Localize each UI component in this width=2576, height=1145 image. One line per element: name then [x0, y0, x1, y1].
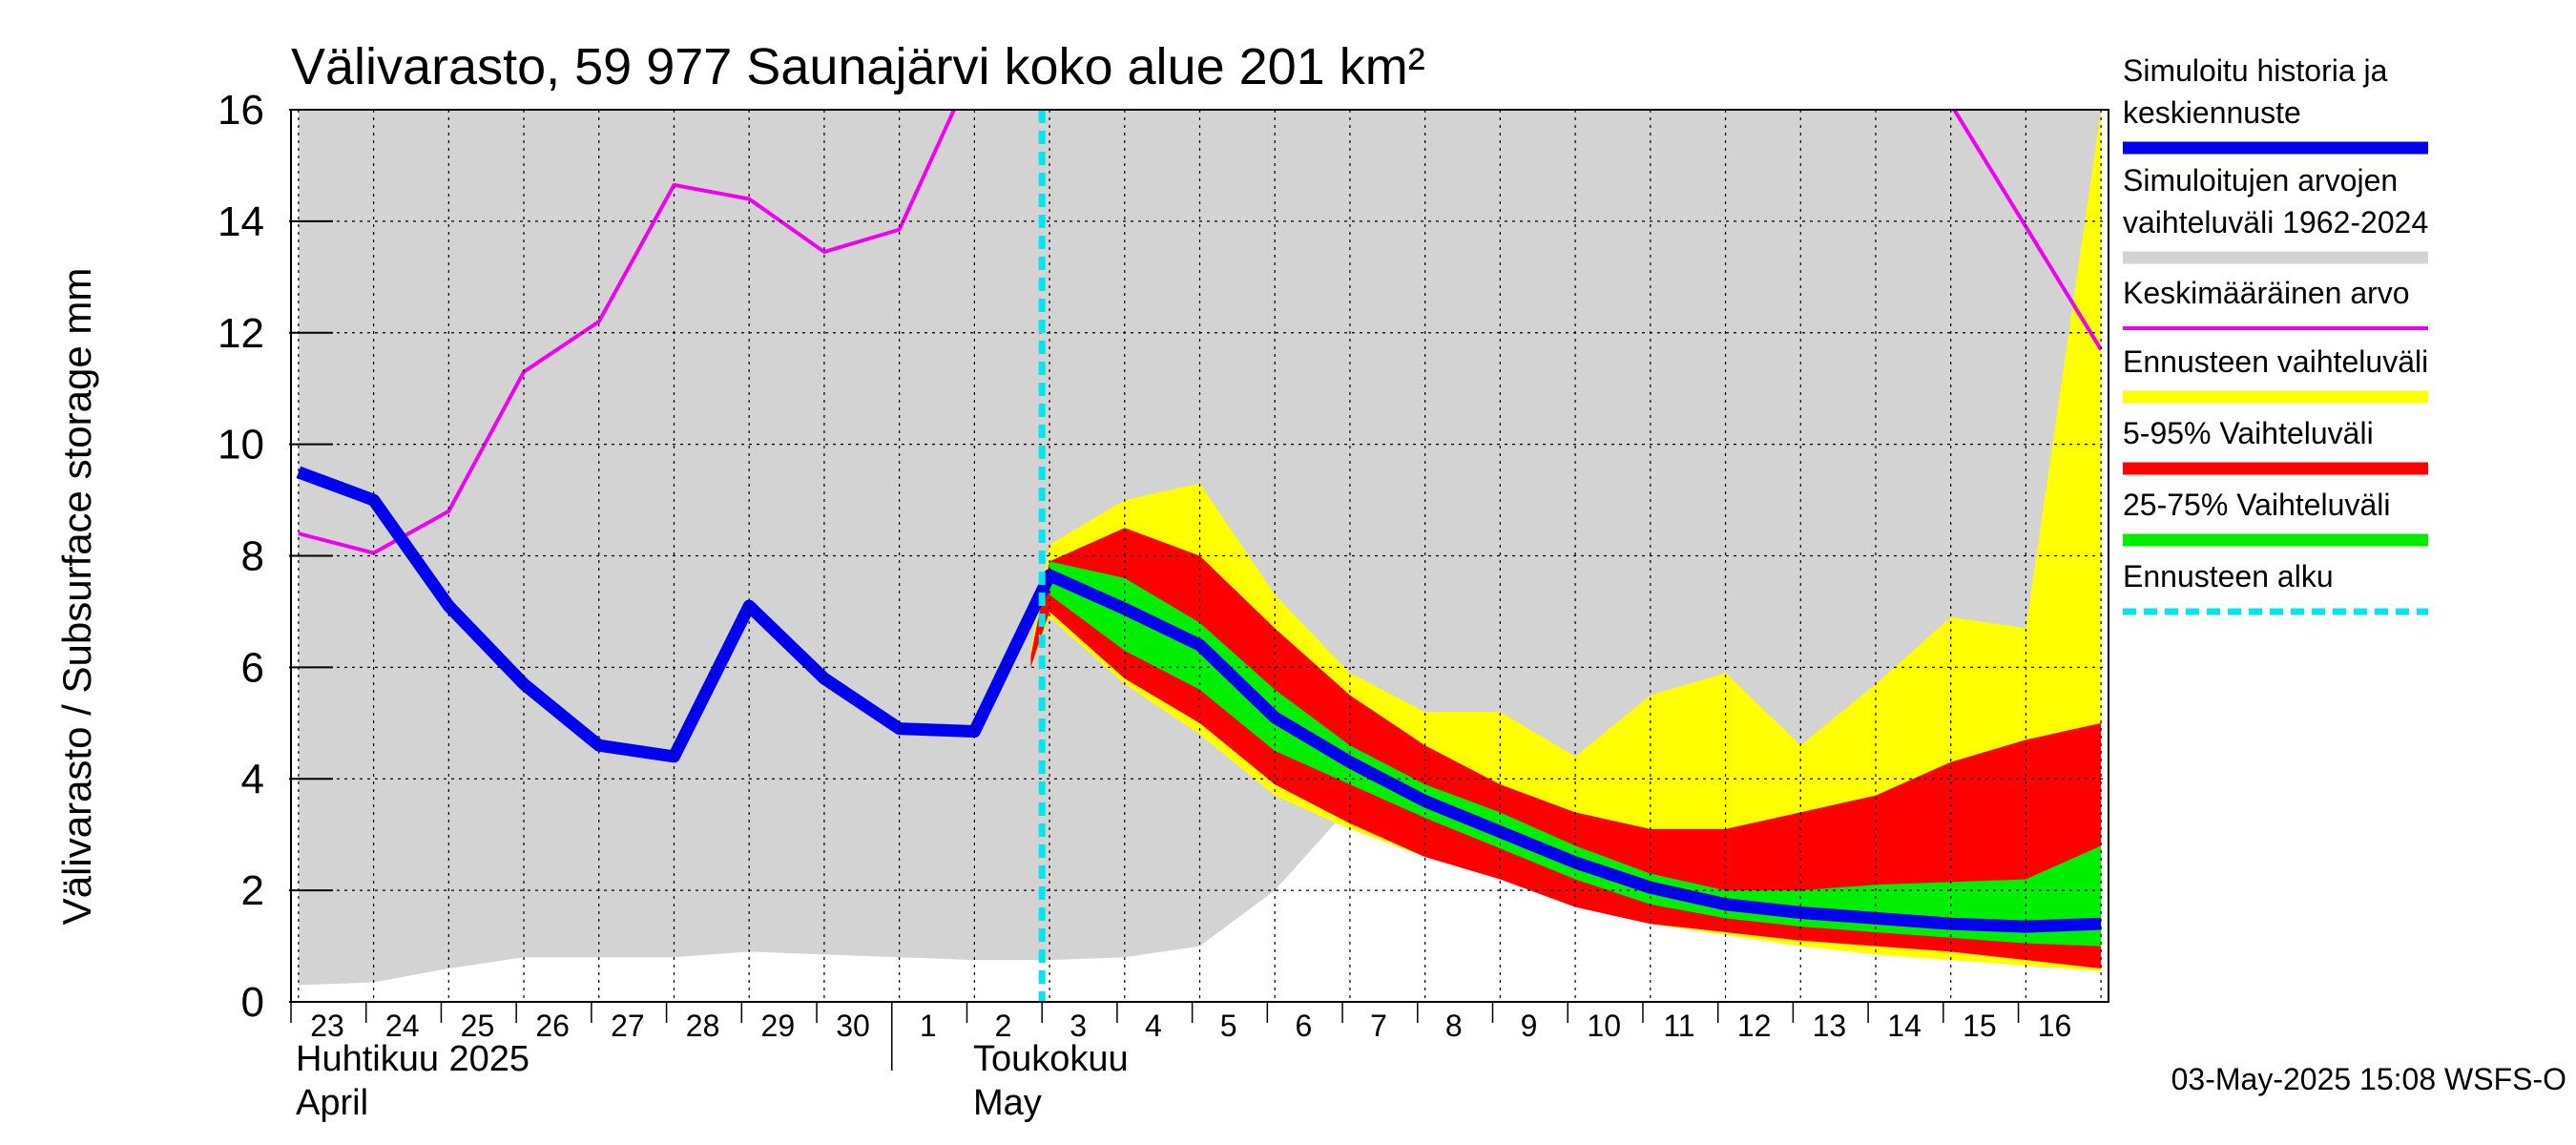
legend-item: Ennusteen vaihteluväli	[2123, 344, 2428, 404]
month-label-april-fi: Huhtikuu 2025	[296, 1039, 530, 1079]
legend-item: Simuloitujen arvojen vaihteluväli 1962-20…	[2123, 163, 2428, 264]
legend-label: Ennusteen vaihteluväli	[2123, 344, 2428, 379]
month-label-may-en: May	[973, 1083, 1042, 1123]
x-tick-label: 14	[1887, 1009, 1922, 1043]
y-tick-label: 2	[241, 867, 264, 914]
y-tick-label: 16	[218, 87, 264, 134]
timestamp: 03-May-2025 15:08 WSFS-O	[2171, 1062, 2566, 1096]
y-tick-label: 4	[241, 756, 264, 802]
legend-label: 25-75% Vaihteluväli	[2123, 488, 2390, 522]
x-tick-label: 1	[920, 1009, 937, 1043]
x-tick-label: 11	[1663, 1009, 1694, 1043]
y-tick-label: 8	[241, 533, 264, 580]
month-labels: Huhtikuu 2025 April Toukokuu May	[296, 1039, 1129, 1123]
x-tick-label: 30	[836, 1009, 870, 1043]
x-tick-label: 25	[461, 1009, 495, 1043]
x-tick-label: 2	[995, 1009, 1012, 1043]
x-tick-label: 9	[1521, 1009, 1538, 1043]
legend-swatch	[2123, 533, 2428, 547]
x-tick-label: 13	[1813, 1009, 1847, 1043]
y-axis-label: Välivarasto / Subsurface storage mm	[54, 268, 99, 926]
y-tick-label: 6	[241, 644, 264, 691]
x-tick-label: 29	[761, 1009, 796, 1043]
legend-label: keskiennuste	[2123, 95, 2301, 130]
y-tick-label: 12	[218, 310, 264, 357]
legend-item: Keskimääräinen arvo	[2123, 276, 2428, 330]
x-tick-label: 24	[385, 1009, 420, 1043]
legend-swatch	[2123, 141, 2428, 155]
month-label-april-en: April	[296, 1083, 368, 1123]
plot-layers	[296, 110, 2103, 986]
x-tick-label: 16	[2038, 1009, 2072, 1043]
legend-item: Simuloitu historia ja keskiennuste	[2123, 53, 2428, 155]
x-tick-label: 8	[1445, 1009, 1463, 1043]
x-tick-label: 5	[1220, 1009, 1237, 1043]
legend-label: Simuloitu historia ja	[2123, 53, 2388, 88]
legend-swatch	[2123, 462, 2428, 475]
legend-label: vaihteluväli 1962-2024	[2123, 205, 2428, 239]
y-axis: 0 2 4 6 8 10 12 14 16	[218, 87, 333, 1026]
legend-label: Simuloitujen arvojen	[2123, 163, 2398, 198]
month-label-may-fi: Toukokuu	[973, 1039, 1129, 1079]
p5-95-band	[1030, 528, 2102, 968]
legend-label: Keskimääräinen arvo	[2123, 276, 2410, 310]
x-tick-label: 4	[1145, 1009, 1162, 1043]
x-tick-label: 15	[1963, 1009, 1997, 1043]
plot-area	[290, 109, 2109, 1003]
legend-item: 25-75% Vaihteluväli	[2123, 488, 2428, 547]
legend-label: 5-95% Vaihteluväli	[2123, 416, 2374, 450]
x-tick-label: 3	[1070, 1009, 1087, 1043]
x-tick-label: 27	[611, 1009, 645, 1043]
legend-swatch	[2123, 251, 2428, 264]
y-tick-label: 14	[218, 198, 264, 245]
y-tick-label: 0	[241, 979, 264, 1026]
x-tick-label: 7	[1370, 1009, 1387, 1043]
x-tick-label: 10	[1587, 1009, 1621, 1043]
p25-75-band	[1049, 561, 2102, 947]
legend-item: Ennusteen alku	[2123, 559, 2428, 615]
x-tick-label: 26	[535, 1009, 570, 1043]
x-tick-label: 23	[310, 1009, 344, 1043]
legend-swatch	[2123, 390, 2428, 404]
chart-title: Välivarasto, 59 977 Saunajärvi koko alue…	[291, 38, 1425, 95]
legend-swatch	[2123, 326, 2428, 330]
mean-value-line	[298, 110, 2103, 555]
legend: Simuloitu historia jakeskiennusteSimuloi…	[2123, 53, 2428, 615]
legend-label: Ennusteen alku	[2123, 559, 2334, 593]
x-tick-label: 6	[1295, 1009, 1312, 1043]
x-tick-label: 28	[686, 1009, 720, 1043]
y-tick-label: 10	[218, 422, 264, 468]
x-axis: 23 24 25 26 27 28 29 30 1 2 3 4 5 6 7 8 9 10 11 12 13 14 15 16	[290, 1002, 2072, 1071]
legend-item: 5-95% Vaihteluväli	[2123, 416, 2428, 475]
x-tick-label: 12	[1737, 1009, 1772, 1043]
